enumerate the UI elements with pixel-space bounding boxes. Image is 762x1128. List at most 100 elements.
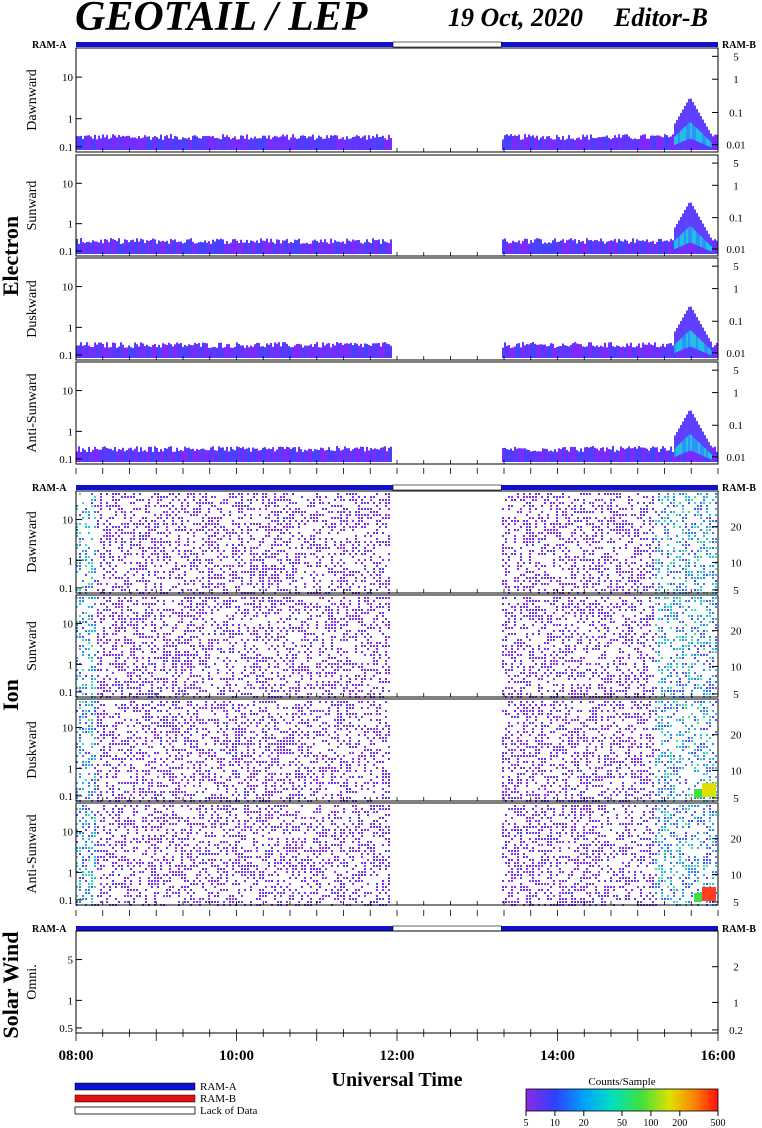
heatmap-cell [217, 687, 219, 689]
heatmap-cell [187, 639, 189, 641]
heatmap-cell [520, 565, 522, 567]
heatmap-cell [193, 559, 195, 561]
heatmap-cell [298, 523, 300, 525]
heatmap-cell [82, 645, 84, 647]
heatmap-cell [223, 577, 225, 579]
heatmap-cell [510, 448, 512, 462]
heatmap-cell [598, 529, 600, 531]
heatmap-cell [216, 238, 218, 254]
heatmap-cell [607, 541, 609, 543]
heatmap-cell [163, 663, 165, 665]
heatmap-cell [250, 553, 252, 555]
heatmap-cell [514, 135, 516, 150]
heatmap-cell [334, 574, 336, 576]
heatmap-cell [133, 654, 135, 656]
heatmap-cell [650, 344, 652, 358]
heatmap-cell [334, 499, 336, 501]
heatmap-cell [118, 603, 120, 605]
heatmap-cell [680, 338, 682, 351]
heatmap-cell [85, 544, 87, 546]
heatmap-cell [580, 559, 582, 561]
heatmap-cell [358, 345, 360, 358]
heatmap-cell [523, 589, 525, 591]
heatmap-cell [118, 238, 120, 254]
heatmap-cell [202, 502, 204, 504]
heatmap-cell [346, 448, 348, 462]
heatmap-cell [538, 562, 540, 564]
heatmap-cell [103, 636, 105, 638]
heatmap-cell [523, 562, 525, 564]
heatmap-cell [265, 553, 267, 555]
heatmap-cell [271, 630, 273, 632]
heatmap-cell [592, 553, 594, 555]
heatmap-cell [181, 654, 183, 656]
heatmap-cell [529, 562, 531, 564]
heatmap-cell [259, 627, 261, 629]
heatmap-cell [109, 544, 111, 546]
heatmap-cell [530, 136, 532, 150]
heatmap-cell [133, 672, 135, 674]
heatmap-cell [178, 577, 180, 579]
heatmap-cell [202, 663, 204, 665]
heatmap-cell [163, 684, 165, 686]
heatmap-cell [217, 565, 219, 567]
heatmap-cell [562, 511, 564, 513]
heatmap-cell [82, 639, 84, 641]
heatmap-cell [601, 520, 603, 522]
heatmap-cell [712, 520, 714, 522]
heatmap-cell [151, 621, 153, 623]
heatmap-cell [193, 499, 195, 501]
heatmap-cell [115, 493, 117, 495]
heatmap-cell [637, 574, 639, 576]
heatmap-cell [559, 496, 561, 498]
heatmap-cell [76, 571, 78, 573]
heatmap-cell [382, 559, 384, 561]
heatmap-cell [658, 347, 660, 358]
heatmap-cell [148, 603, 150, 605]
heatmap-cell [118, 663, 120, 665]
heatmap-cell [154, 520, 156, 522]
heatmap-cell [302, 135, 304, 150]
ram-label-left: RAM-A [32, 924, 67, 935]
heatmap-cell [217, 523, 219, 525]
heatmap-cell [280, 446, 282, 462]
heatmap-cell [118, 577, 120, 579]
heatmap-cell [568, 346, 570, 358]
heatmap-cell [715, 556, 717, 558]
heatmap-cell [715, 502, 717, 504]
heatmap-cell [208, 541, 210, 543]
heatmap-cell [118, 627, 120, 629]
heatmap-cell [282, 134, 284, 150]
heatmap-cell [208, 642, 210, 644]
heatmap-cell [631, 574, 633, 576]
heatmap-cell [613, 514, 615, 516]
left-tick-label: 0.1 [59, 142, 73, 154]
heatmap-cell [211, 544, 213, 546]
heatmap-cell [268, 600, 270, 602]
heatmap-cell [172, 642, 174, 644]
heatmap-cell [139, 523, 141, 525]
plot-editor: Editor-B [613, 3, 708, 32]
heatmap-cell [364, 550, 366, 552]
heatmap-cell [160, 589, 162, 591]
heatmap-cell [694, 342, 696, 358]
heatmap-cell [109, 541, 111, 543]
ram-a-segment [76, 926, 393, 931]
heatmap-cell [342, 241, 344, 254]
heatmap-cell [90, 136, 92, 150]
heatmap-cell [253, 672, 255, 674]
heatmap-cell [244, 657, 246, 659]
heatmap-cell [565, 517, 567, 519]
left-tick-label: 1 [68, 114, 74, 126]
heatmap-cell [94, 687, 96, 689]
heatmap-cell [262, 499, 264, 501]
heatmap-cell [238, 627, 240, 629]
heatmap-cell [264, 240, 266, 254]
heatmap-cell [142, 547, 144, 549]
heatmap-cell [175, 514, 177, 516]
heatmap-cell [169, 571, 171, 573]
heatmap-cell [94, 496, 96, 498]
heatmap-cell [124, 514, 126, 516]
heatmap-cell [271, 687, 273, 689]
heatmap-cell [586, 517, 588, 519]
